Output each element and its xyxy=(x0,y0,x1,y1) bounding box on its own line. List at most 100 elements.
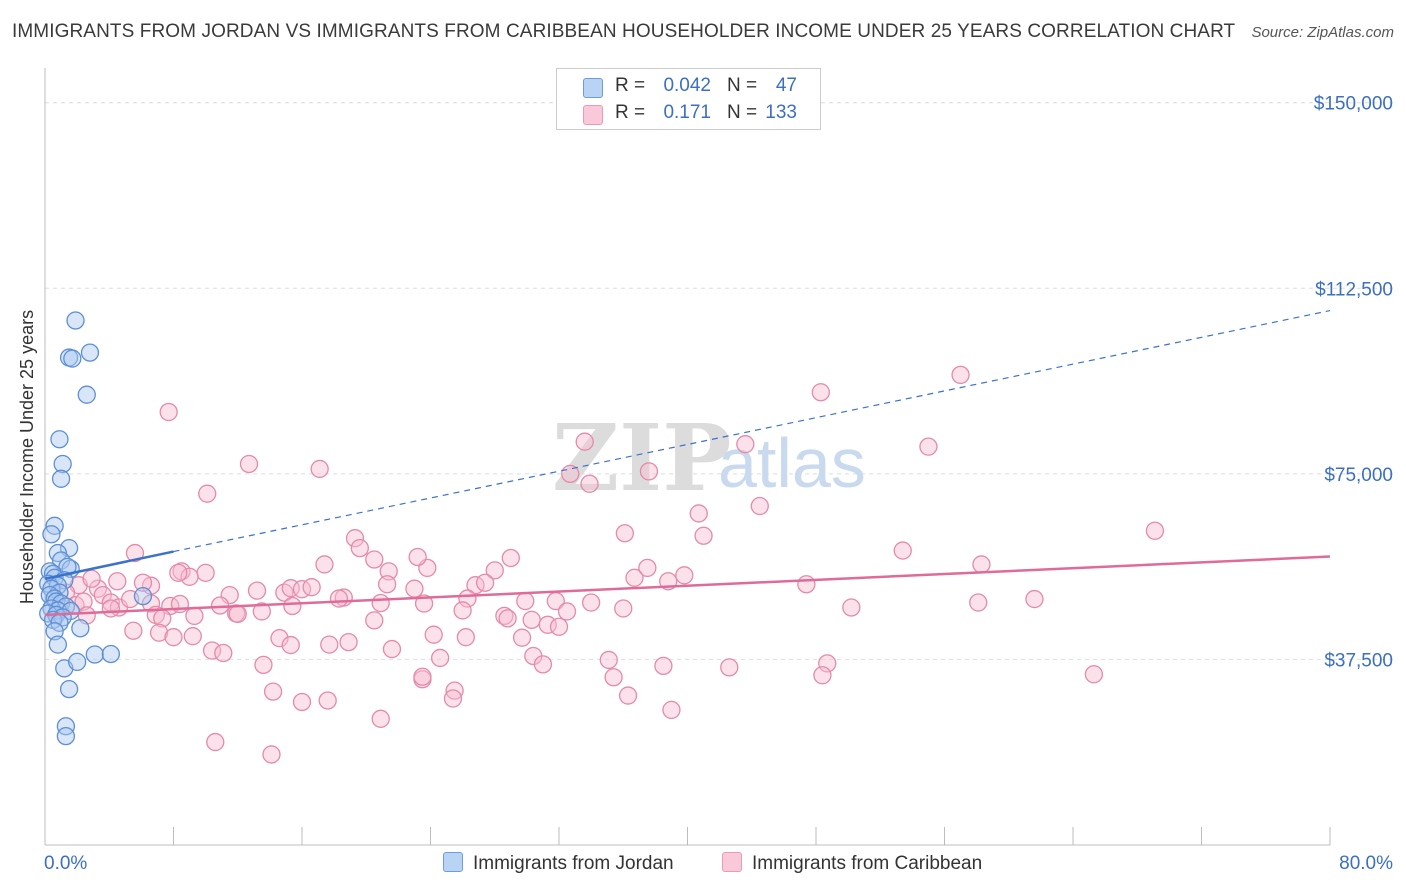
jordan-trend-line xyxy=(44,550,174,580)
caribbean-point xyxy=(842,598,861,617)
caribbean-point xyxy=(813,666,832,685)
jordan-legend-swatch xyxy=(443,852,463,872)
caribbean-point xyxy=(919,437,938,456)
caribbean-point xyxy=(485,561,504,580)
caribbean-swatch xyxy=(583,105,603,125)
caribbean-point xyxy=(818,654,837,673)
caribbean-point xyxy=(557,602,577,621)
caribbean-point xyxy=(281,635,300,655)
caribbean-point xyxy=(893,541,912,560)
caribbean-point xyxy=(969,593,988,612)
caribbean-point xyxy=(430,648,450,668)
caribbean-point xyxy=(811,383,830,402)
caribbean-point xyxy=(239,454,259,474)
y-tick-label: $37,500 xyxy=(1324,650,1393,671)
caribbean-point xyxy=(495,606,514,626)
jordan-point xyxy=(85,645,104,664)
caribbean-point xyxy=(74,592,93,611)
caribbean-point xyxy=(214,643,233,663)
caribbean-point xyxy=(228,604,247,624)
gridlines xyxy=(45,102,1395,660)
caribbean-point xyxy=(263,682,283,701)
caribbean-point xyxy=(262,745,281,764)
jordan-point xyxy=(133,586,153,606)
caribbean-point xyxy=(202,641,222,660)
caribbean-point xyxy=(694,526,713,545)
caribbean-point xyxy=(108,572,127,591)
trend-lines xyxy=(44,309,1331,617)
legend-n-value: 47 xyxy=(775,75,797,96)
legend-n-label: N = xyxy=(727,75,758,96)
caribbean-point xyxy=(453,601,472,620)
caribbean-point xyxy=(599,650,618,670)
correlation-legend: R = 0.042 N = 47 R = 0.171 N = 133 xyxy=(556,68,821,130)
jordan-points xyxy=(39,311,153,746)
caribbean-point xyxy=(408,547,427,567)
caribbean-point xyxy=(516,591,535,611)
caribbean-point xyxy=(475,573,495,592)
caribbean-point xyxy=(580,474,599,493)
caribbean-point xyxy=(101,599,121,618)
caribbean-point xyxy=(638,558,657,578)
caribbean-point xyxy=(405,579,424,598)
caribbean-point xyxy=(247,581,267,600)
caribbean-point xyxy=(615,524,635,543)
caribbean-point xyxy=(675,566,694,585)
caribbean-point xyxy=(310,459,329,479)
jordan-point xyxy=(66,311,85,330)
caribbean-point xyxy=(371,593,390,613)
caribbean-point xyxy=(164,628,183,647)
caribbean-point xyxy=(413,667,432,686)
caribbean-point xyxy=(254,655,273,675)
y-tick-label: $150,000 xyxy=(1314,94,1393,115)
caribbean-point xyxy=(424,625,443,644)
caribbean-point xyxy=(124,621,143,640)
caribbean-point xyxy=(538,615,557,634)
jordan-point xyxy=(45,622,64,641)
caribbean-point xyxy=(315,555,334,574)
tick-labels: $150,000 $112,500 $75,000 $37,500 0.0% 80.0% xyxy=(44,94,1393,874)
jordan-point xyxy=(80,343,100,362)
jordan-point xyxy=(53,454,72,474)
caribbean-point xyxy=(283,596,302,616)
jordan-point xyxy=(71,619,90,638)
caribbean-point xyxy=(252,602,271,621)
caribbean-point xyxy=(320,635,339,654)
y-axis-label: Householder Income Under 25 years xyxy=(17,310,37,604)
watermark-atlas: atlas xyxy=(718,424,866,502)
caribbean-point xyxy=(951,365,970,385)
jordan-point xyxy=(59,679,79,699)
caribbean-point xyxy=(206,732,225,752)
caribbean-point xyxy=(1145,521,1165,540)
caribbean-point xyxy=(365,550,384,569)
axes xyxy=(44,68,1331,846)
caribbean-point xyxy=(339,632,358,652)
caribbean-point xyxy=(972,555,991,574)
caribbean-point xyxy=(169,563,188,582)
legend-row-caribbean: R = 0.171 N = 133 xyxy=(557,100,820,128)
caribbean-point xyxy=(639,462,659,481)
caribbean-point xyxy=(345,529,365,548)
caribbean-point xyxy=(614,599,633,618)
caribbean-point xyxy=(443,689,463,708)
jordan-point xyxy=(77,385,96,404)
jordan-trend-extension xyxy=(173,309,1331,553)
caribbean-point xyxy=(654,656,673,676)
caribbean-legend-swatch xyxy=(722,852,742,872)
caribbean-point xyxy=(549,617,569,636)
jordan-point xyxy=(51,469,71,488)
caribbean-point xyxy=(371,709,390,728)
caribbean-point xyxy=(183,627,202,646)
caribbean-point xyxy=(329,589,349,608)
legend-n-value: 133 xyxy=(765,102,797,123)
caribbean-point xyxy=(198,484,217,503)
caribbean-point xyxy=(159,402,178,422)
caribbean-point xyxy=(498,609,517,628)
caribbean-point xyxy=(456,628,475,647)
caribbean-point xyxy=(318,691,337,710)
x-tick-label-max: 80.0% xyxy=(1339,853,1393,874)
jordan-point xyxy=(56,717,76,736)
caribbean-trend-line xyxy=(44,555,1331,617)
